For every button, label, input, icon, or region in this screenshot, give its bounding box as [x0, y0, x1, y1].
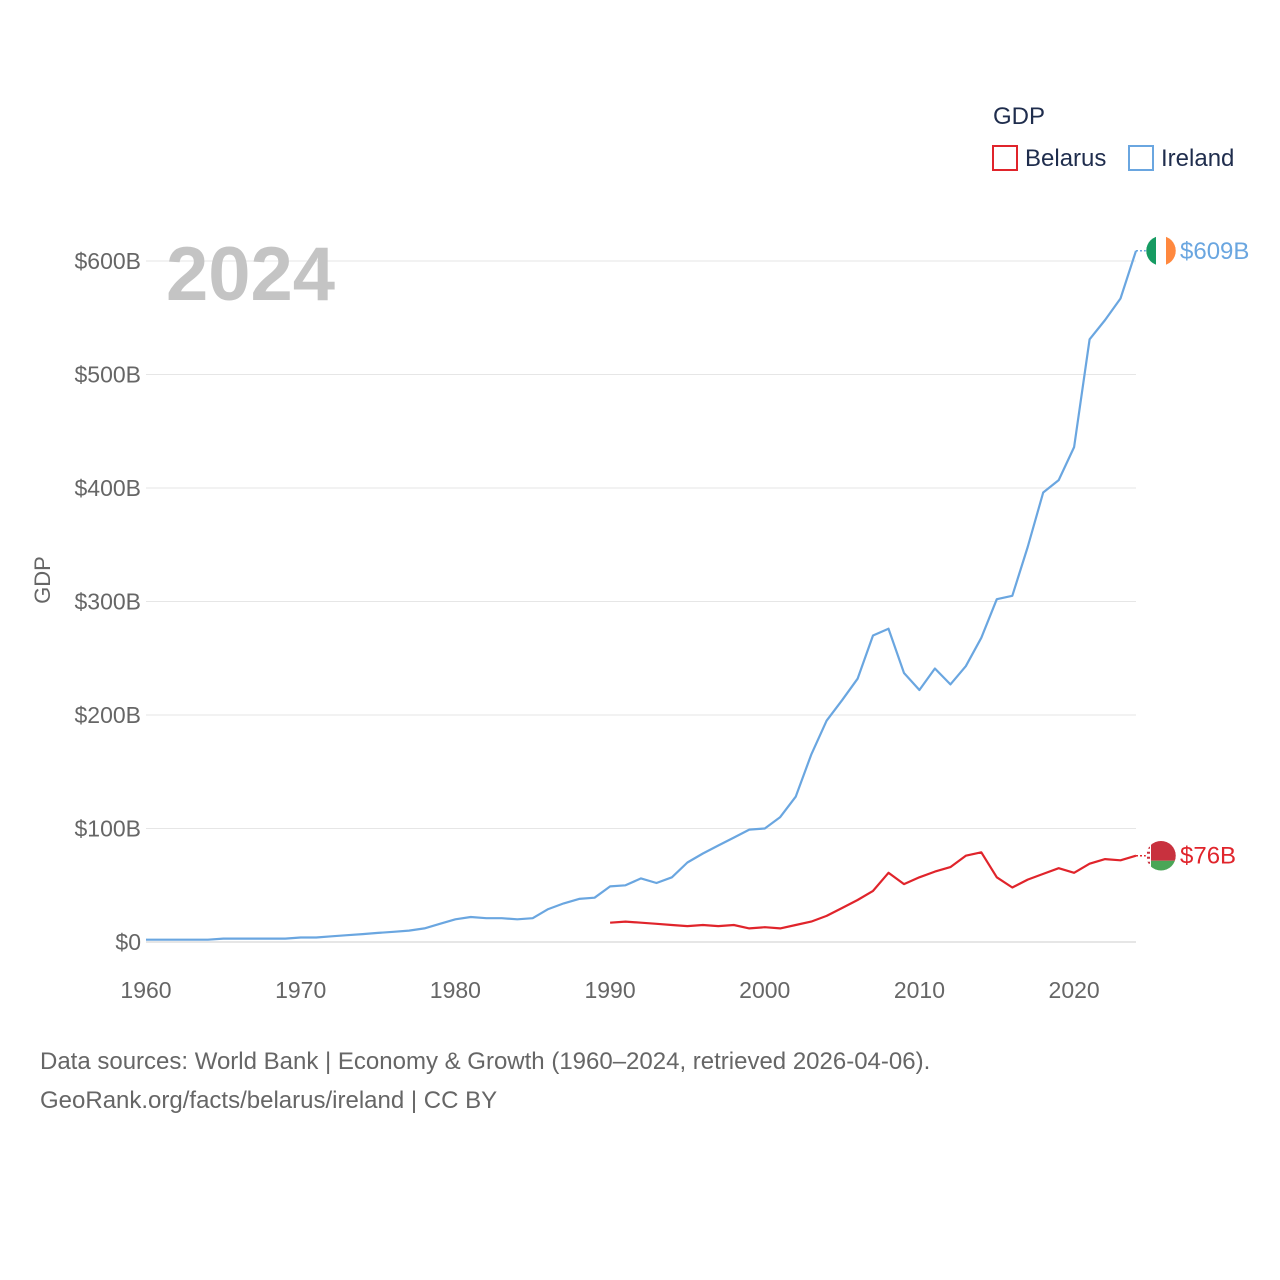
y-axis-label: GDP	[30, 556, 55, 604]
source-line-2: GeoRank.org/facts/belarus/ireland | CC B…	[40, 1087, 498, 1114]
x-tick-label: 1980	[430, 977, 481, 1003]
y-tick-label: $600B	[74, 248, 141, 274]
y-tick-label: $500B	[74, 362, 141, 388]
x-tick-label: 2020	[1049, 977, 1100, 1003]
series-line-belarus	[610, 851, 1137, 930]
legend-title: GDP	[993, 103, 1045, 130]
legend-label: Belarus	[1025, 145, 1106, 172]
x-axis-ticks: 1960 1970 1980 1990 2000 2010 2020	[120, 977, 1099, 1003]
end-value-label-belarus: $76B	[1180, 843, 1236, 870]
source-line-1: Data sources: World Bank | Economy & Gro…	[40, 1048, 931, 1075]
legend-label: Ireland	[1161, 145, 1234, 172]
legend-item-ireland[interactable]: Ireland	[1128, 145, 1234, 172]
x-tick-label: 2000	[739, 977, 790, 1003]
series-layer: $76B $609B	[146, 235, 1249, 941]
x-tick-label: 1970	[275, 977, 326, 1003]
belarus-flag-icon	[1145, 840, 1177, 871]
y-tick-label: $300B	[74, 589, 141, 615]
y-tick-label: $0	[115, 929, 141, 955]
series-line-ireland	[146, 250, 1138, 941]
x-tick-label: 1990	[584, 977, 635, 1003]
legend: GDP Belarus Ireland	[992, 103, 1234, 172]
x-tick-label: 2010	[894, 977, 945, 1003]
year-watermark: 2024	[166, 232, 335, 317]
x-tick-label: 1960	[120, 977, 171, 1003]
y-tick-label: $200B	[74, 702, 141, 728]
legend-swatch	[992, 145, 1018, 171]
legend-item-belarus[interactable]: Belarus	[992, 145, 1106, 172]
source-note: Data sources: World Bank | Economy & Gro…	[40, 1042, 930, 1120]
y-tick-label: $100B	[74, 816, 141, 842]
gridlines	[146, 260, 1136, 943]
gdp-line-chart: 2024 $0 $100B $200B $300B $400B $500B $600B 19…	[30, 103, 1249, 1003]
y-axis-ticks: $0 $100B $200B $300B $400B $500B $600B	[74, 248, 141, 955]
y-tick-label: $400B	[74, 475, 141, 501]
end-value-label-ireland: $609B	[1180, 238, 1249, 265]
legend-swatch	[1128, 145, 1154, 171]
ireland-flag-icon	[1145, 235, 1177, 267]
